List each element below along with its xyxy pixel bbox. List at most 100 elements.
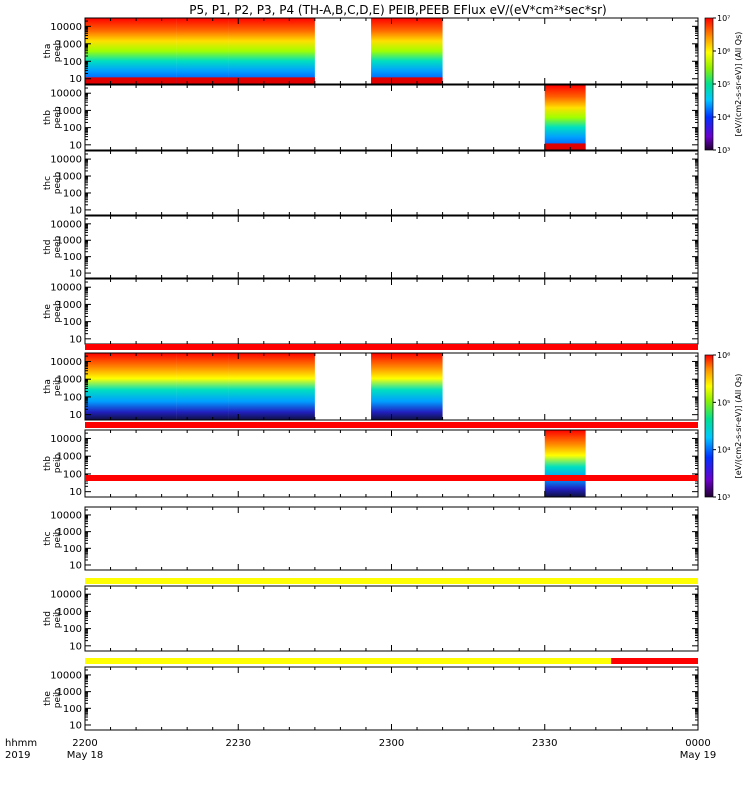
y-tick-label: 1000: [57, 375, 82, 386]
x-row2-label: 2019: [5, 750, 30, 761]
y-tick-label: 1000: [57, 300, 82, 311]
y-tick-label: 100: [63, 544, 82, 555]
low-energy-band: [544, 143, 586, 150]
x-tick-label: 0000: [685, 738, 710, 749]
panel-ylabel: thepeib: [43, 688, 63, 708]
x-tick-label: 2300: [379, 738, 404, 749]
panel-thd-peib: 10 100 1000 10000 thdpeib: [43, 585, 699, 652]
colorbar-unit: [eV/(cm2-s-sr-eV)] (All Qs): [734, 374, 743, 479]
panel-frame: [84, 506, 699, 571]
y-tick-label: 1000: [57, 106, 82, 117]
y-tick-label: 10: [69, 487, 82, 498]
low-energy-band: [228, 77, 315, 84]
x-date-label: May 18: [67, 750, 104, 761]
flag-bar: [85, 344, 698, 350]
spectrogram-block: [228, 18, 315, 84]
panel-tha-peeb: 10 100 1000 10000 thapeeb: [43, 17, 699, 85]
panel-frame: [84, 585, 699, 652]
y-tick-label: 10: [69, 140, 82, 151]
spectrogram-block: [371, 353, 443, 420]
spectrogram-block: [228, 353, 315, 420]
y-tick-label: 100: [63, 188, 82, 199]
y-tick-label: 10000: [50, 22, 82, 33]
flag-bar: [85, 475, 698, 481]
colorbar-label: 10³: [717, 493, 730, 502]
flag-bar: [85, 658, 612, 664]
spectrogram-block: [176, 353, 229, 420]
x-tick-label: 2330: [532, 738, 557, 749]
panel-frame: [84, 150, 699, 216]
y-tick-label: 10000: [50, 283, 82, 294]
y-tick-label: 10: [69, 410, 82, 421]
y-tick-label: 10000: [50, 434, 82, 445]
panel-ylabel: thbpeib: [43, 453, 63, 473]
y-tick-label: 100: [63, 57, 82, 68]
y-tick-label: 10000: [50, 155, 82, 166]
y-tick-label: 10: [69, 641, 82, 652]
panel-thb-peib: 10 100 1000 10000 thbpeib: [43, 429, 699, 498]
y-tick-label: 10: [69, 205, 82, 216]
y-tick-label: 10000: [50, 219, 82, 230]
panel-ylabel: thcpeeb: [43, 171, 63, 194]
y-tick-label: 1000: [57, 607, 82, 618]
flag-bar: [85, 422, 698, 428]
colorbar-label: 10⁴: [717, 446, 730, 455]
y-tick-label: 100: [63, 704, 82, 715]
y-tick-label: 1000: [57, 236, 82, 247]
y-tick-label: 100: [63, 392, 82, 403]
x-tick-label: 2230: [226, 738, 251, 749]
flag-bar: [611, 658, 698, 664]
x-row1-label: hhmm: [5, 738, 37, 749]
panel-thc-peib: 10 100 1000 10000 thcpeib: [43, 506, 699, 571]
colorbar-label: 10⁶: [717, 351, 730, 360]
spectrogram-block: [544, 85, 586, 150]
y-tick-label: 100: [63, 469, 82, 480]
y-tick-label: 10000: [50, 89, 82, 100]
y-tick-label: 10: [69, 74, 82, 85]
colorbar-label: 10⁷: [717, 14, 730, 23]
panel-frame: [84, 84, 699, 151]
colorbar-label: 10⁴: [717, 113, 730, 122]
y-tick-label: 10000: [50, 670, 82, 681]
low-energy-band: [85, 77, 177, 84]
panel-frame: [84, 215, 699, 279]
panel-thb-peeb: 10 100 1000 10000 thbpeeb: [43, 84, 699, 151]
y-tick-label: 10: [69, 720, 82, 731]
spectrogram-block: [176, 18, 229, 84]
flag-bar: [85, 578, 698, 584]
panel-ylabel: thdpeib: [43, 608, 63, 628]
y-tick-label: 10000: [50, 590, 82, 601]
low-energy-band: [371, 77, 443, 84]
colorbar-label: 10⁶: [717, 47, 730, 56]
y-tick-label: 1000: [57, 39, 82, 50]
y-tick-label: 10: [69, 269, 82, 280]
y-tick-label: 100: [63, 252, 82, 263]
spectrogram-block: [85, 18, 177, 84]
ion-colorbar: 10³ 10⁴ 10⁵ 10⁶ [eV/(cm2-s-sr-eV)] (All Qs): [704, 351, 743, 502]
panel-the-peib: 10 100 1000 10000 thepeib: [43, 666, 699, 731]
y-tick-label: 10: [69, 334, 82, 345]
y-tick-label: 1000: [57, 452, 82, 463]
x-tick-label: 2200: [72, 738, 97, 749]
y-tick-label: 1000: [57, 527, 82, 538]
colorbar-unit: [eV/(cm2-s-sr-eV)] (All Qs): [734, 32, 743, 137]
figure-title: P5, P1, P2, P3, P4 (TH-A,B,C,D,E) PEIB,P…: [189, 3, 606, 17]
y-tick-label: 10: [69, 560, 82, 571]
panel-thd-peeb: 10 100 1000 10000 thdpeeb: [43, 215, 699, 280]
panel-frame: [84, 666, 699, 731]
panel-ylabel: thapeeb: [43, 39, 63, 62]
panel-frame: [84, 429, 699, 498]
y-tick-label: 10000: [50, 510, 82, 521]
colorbar-label: 10⁵: [717, 398, 730, 407]
y-tick-label: 100: [63, 317, 82, 328]
y-tick-label: 1000: [57, 172, 82, 183]
colorbar-label: 10⁵: [717, 80, 730, 89]
low-energy-band: [176, 77, 229, 84]
y-tick-label: 1000: [57, 687, 82, 698]
panel-tha-peib: 10 100 1000 10000 thapeib: [43, 352, 699, 421]
y-tick-label: 100: [63, 624, 82, 635]
panel-ylabel: thepeeb: [43, 300, 63, 323]
panel-ylabel: thbpeeb: [43, 106, 63, 129]
colorbar-label: 10³: [717, 146, 730, 155]
